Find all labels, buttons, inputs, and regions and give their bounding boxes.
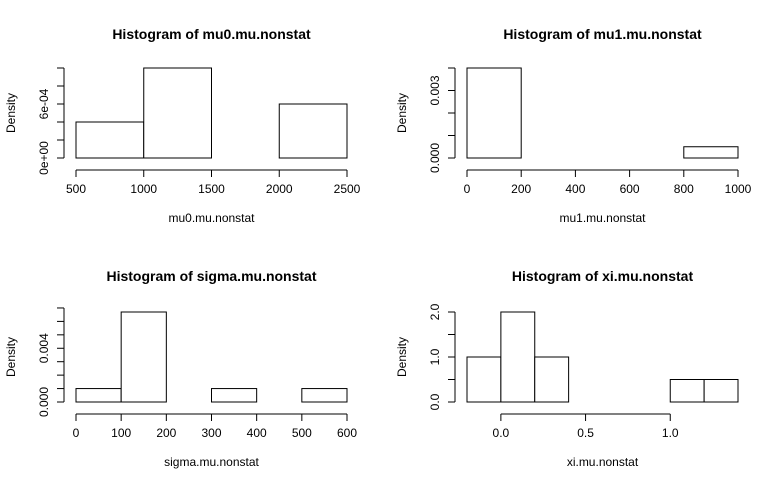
x-tick-label: 2000 (266, 182, 293, 196)
x-tick-label: 500 (66, 182, 86, 196)
histogram-bar (301, 388, 348, 403)
panel-title: Histogram of mu1.mu.nonstat (503, 26, 702, 42)
y-axis-label: Density (395, 93, 409, 133)
panel-title: Histogram of sigma.mu.nonstat (106, 268, 316, 284)
panel-title: Histogram of xi.mu.nonstat (512, 268, 694, 284)
x-tick-label: 500 (292, 426, 312, 440)
x-tick-label: 400 (565, 182, 585, 196)
x-tick-label: 2500 (334, 182, 361, 196)
x-axis-label: mu1.mu.nonstat (559, 211, 646, 225)
histogram-bar (500, 311, 536, 403)
x-tick-label: 1000 (130, 182, 157, 196)
panel-sigma: Histogram of sigma.mu.nonstat sigma.mu.n… (4, 268, 357, 469)
y-tick-label: 0.004 (37, 333, 51, 363)
x-tick-label: 1000 (725, 182, 752, 196)
x-tick-label: 0 (464, 182, 471, 196)
x-tick-label: 0 (73, 426, 80, 440)
x-tick-label: 1.0 (662, 426, 679, 440)
panel-mu1: Histogram of mu1.mu.nonstat mu1.mu.nonst… (395, 26, 752, 225)
x-tick-label: 800 (674, 182, 694, 196)
x-tick-label: 300 (201, 426, 221, 440)
panel-title: Histogram of mu0.mu.nonstat (112, 26, 311, 42)
x-tick-label: 100 (111, 426, 131, 440)
y-axis-label: Density (4, 93, 18, 133)
y-tick-label: 0.000 (37, 387, 51, 417)
histogram-bar (143, 67, 212, 159)
x-axis-label: mu0.mu.nonstat (168, 211, 255, 225)
histogram-bar (211, 388, 258, 403)
histogram-bar (75, 388, 122, 403)
x-tick-label: 200 (156, 426, 176, 440)
x-tick-label: 600 (337, 426, 357, 440)
y-tick-label: 6e-04 (37, 88, 51, 119)
panel-xi: Histogram of xi.mu.nonstat xi.mu.nonstat… (395, 268, 739, 469)
y-tick-label: 2.0 (428, 303, 442, 320)
histogram-bar (683, 146, 739, 159)
histogram-bar (669, 379, 705, 403)
histogram-bar (75, 121, 145, 159)
x-tick-label: 400 (247, 426, 267, 440)
histogram-bar (466, 67, 522, 159)
x-tick-label: 0.5 (577, 426, 594, 440)
y-axis-label: Density (395, 337, 409, 377)
histogram-bar (278, 103, 348, 159)
x-axis-label: xi.mu.nonstat (567, 455, 639, 469)
x-tick-label: 1500 (198, 182, 225, 196)
y-tick-label: 1.0 (428, 348, 442, 365)
y-axis-label: Density (4, 337, 18, 377)
histogram-bar (534, 356, 570, 403)
x-tick-label: 200 (511, 182, 531, 196)
y-tick-label: 0.000 (428, 143, 442, 173)
histogram-bar (703, 379, 739, 403)
y-tick-label: 0.0 (428, 393, 442, 410)
y-tick-label: 0e+00 (37, 141, 51, 175)
histogram-bar (466, 356, 502, 403)
panel-mu0: Histogram of mu0.mu.nonstat mu0.mu.nonst… (4, 26, 361, 225)
x-tick-label: 600 (620, 182, 640, 196)
histogram-bar (120, 311, 167, 403)
y-tick-label: 0.003 (428, 75, 442, 105)
x-tick-label: 0.0 (493, 426, 510, 440)
x-axis-label: sigma.mu.nonstat (164, 455, 259, 469)
